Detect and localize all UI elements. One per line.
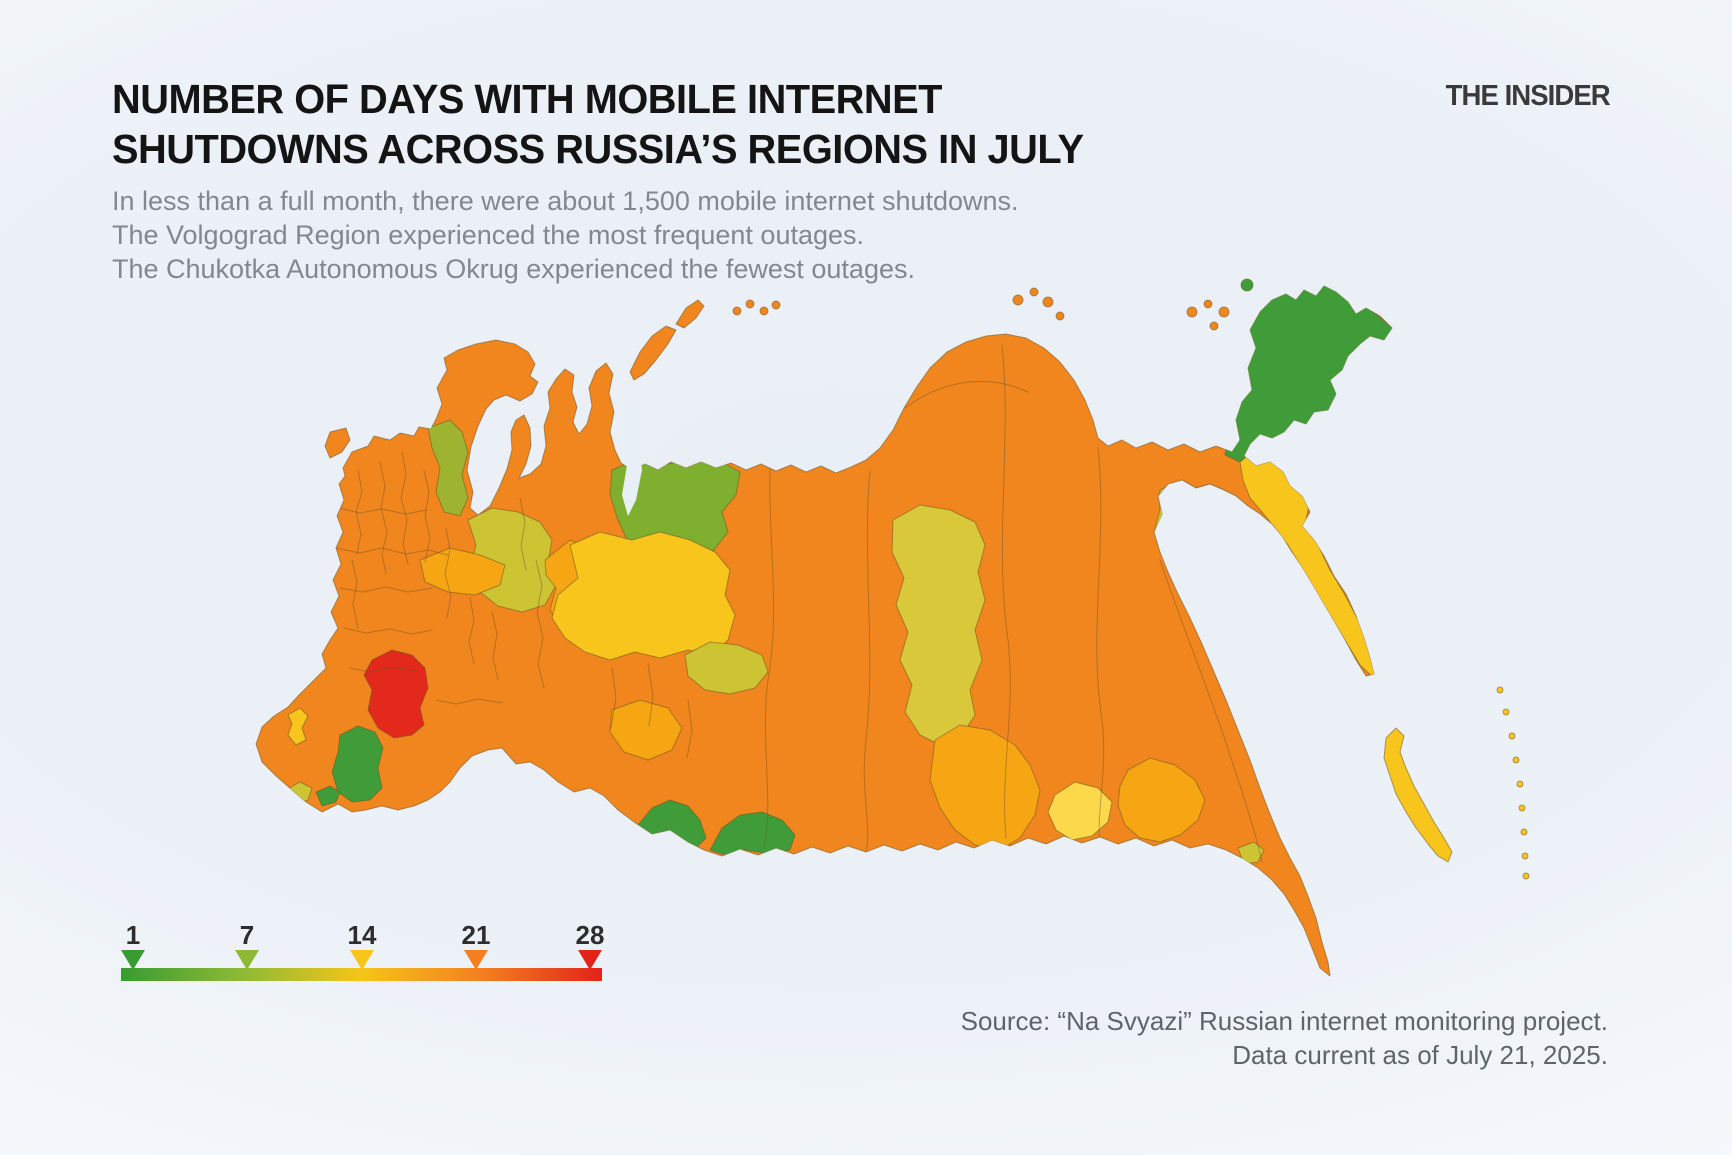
island-wrangel bbox=[1240, 278, 1254, 292]
legend-marker-1 bbox=[121, 950, 145, 970]
island-sakhalin bbox=[1383, 727, 1453, 863]
region-kamchatka bbox=[1239, 404, 1379, 683]
islands-group bbox=[324, 278, 1530, 880]
island-severnaya-zemlya-3 bbox=[1042, 296, 1054, 308]
legend: 1 7 14 21 28 bbox=[112, 920, 612, 984]
region-evenkia-band bbox=[891, 504, 986, 746]
legend-tick-1: 1 bbox=[125, 920, 141, 950]
legend-tick-7: 7 bbox=[239, 920, 255, 950]
region-amur-pale bbox=[1047, 781, 1113, 841]
legend-marker-28 bbox=[578, 950, 602, 970]
island-franz-josef-3 bbox=[759, 306, 769, 316]
legend-tick-21: 21 bbox=[461, 920, 491, 950]
island-kuril-1 bbox=[1496, 686, 1504, 694]
bays bbox=[622, 398, 642, 516]
title-line-2: SHUTDOWNS ACROSS RUSSIA’S REGIONS IN JUL… bbox=[112, 126, 1084, 172]
region-karelia bbox=[427, 419, 469, 517]
island-kuril-2 bbox=[1502, 708, 1510, 716]
legend-marker-14 bbox=[350, 950, 374, 970]
island-severnaya-zemlya-2 bbox=[1029, 287, 1039, 297]
island-new-siberian-2 bbox=[1203, 299, 1213, 309]
legend-tick-28: 28 bbox=[575, 920, 605, 950]
region-kalmykia bbox=[331, 725, 384, 803]
subtitle-line-2: The Volgograd Region experienced the mos… bbox=[112, 220, 865, 250]
region-crimea-sliver bbox=[287, 707, 309, 746]
island-franz-josef-4 bbox=[771, 300, 781, 310]
island-novaya-zemlya-south bbox=[629, 325, 677, 381]
source-line-1: Source: “Na Svyazi” Russian internet mon… bbox=[960, 1006, 1608, 1036]
region-buryatia-amber bbox=[929, 724, 1041, 851]
island-new-siberian-1 bbox=[1186, 306, 1198, 318]
region-omsk-amber bbox=[609, 699, 683, 761]
island-severnaya-zemlya-4 bbox=[1055, 311, 1065, 321]
source-note: Source: “Na Svyazi” Russian internet mon… bbox=[961, 1004, 1608, 1072]
source-line-2: Data current as of July 21, 2025. bbox=[1232, 1040, 1608, 1070]
island-kuril-8 bbox=[1521, 852, 1529, 860]
island-kuril-9 bbox=[1522, 872, 1530, 880]
island-kuril-7 bbox=[1520, 828, 1528, 836]
legend-marker-7 bbox=[235, 950, 259, 970]
island-kuril-3 bbox=[1508, 732, 1516, 740]
island-kuril-4 bbox=[1512, 756, 1520, 764]
region-west-siberia-yellow bbox=[551, 531, 736, 661]
legend-scale-bar bbox=[121, 950, 602, 981]
region-tomsk-olive bbox=[684, 641, 769, 695]
region-volgograd bbox=[363, 649, 429, 739]
island-kuril-5 bbox=[1516, 780, 1524, 788]
subtitle-line-3: The Chukotka Autonomous Okrug experience… bbox=[112, 254, 915, 284]
region-chukotka bbox=[1224, 286, 1392, 463]
subtitle: In less than a full month, there were ab… bbox=[112, 184, 1019, 286]
brand-logo: THE INSIDER bbox=[1445, 80, 1611, 112]
region-borders-mesh bbox=[335, 344, 1263, 863]
bay-ob-gulf bbox=[622, 398, 642, 516]
region-caucasus-green bbox=[315, 785, 341, 807]
island-novaya-zemlya-north bbox=[675, 299, 705, 329]
island-new-siberian-3 bbox=[1218, 306, 1230, 318]
island-franz-josef-1 bbox=[732, 306, 742, 316]
island-franz-josef-2 bbox=[745, 299, 755, 309]
region-vologda-amber bbox=[419, 547, 506, 596]
island-kuril-6 bbox=[1518, 804, 1526, 812]
title-line-1: NUMBER OF DAYS WITH MOBILE INTERNET bbox=[112, 76, 942, 122]
island-new-siberian-4 bbox=[1209, 321, 1219, 331]
island-severnaya-zemlya-1 bbox=[1012, 294, 1024, 306]
island-kaliningrad bbox=[324, 427, 351, 459]
legend-gradient-bar bbox=[121, 968, 602, 981]
page-title: NUMBER OF DAYS WITH MOBILE INTERNET SHUT… bbox=[112, 74, 1084, 174]
subtitle-line-1: In less than a full month, there were ab… bbox=[112, 186, 1019, 216]
legend-marker-21 bbox=[464, 950, 488, 970]
legend-tick-14: 14 bbox=[347, 920, 377, 950]
region-amur-amber bbox=[1117, 757, 1206, 843]
